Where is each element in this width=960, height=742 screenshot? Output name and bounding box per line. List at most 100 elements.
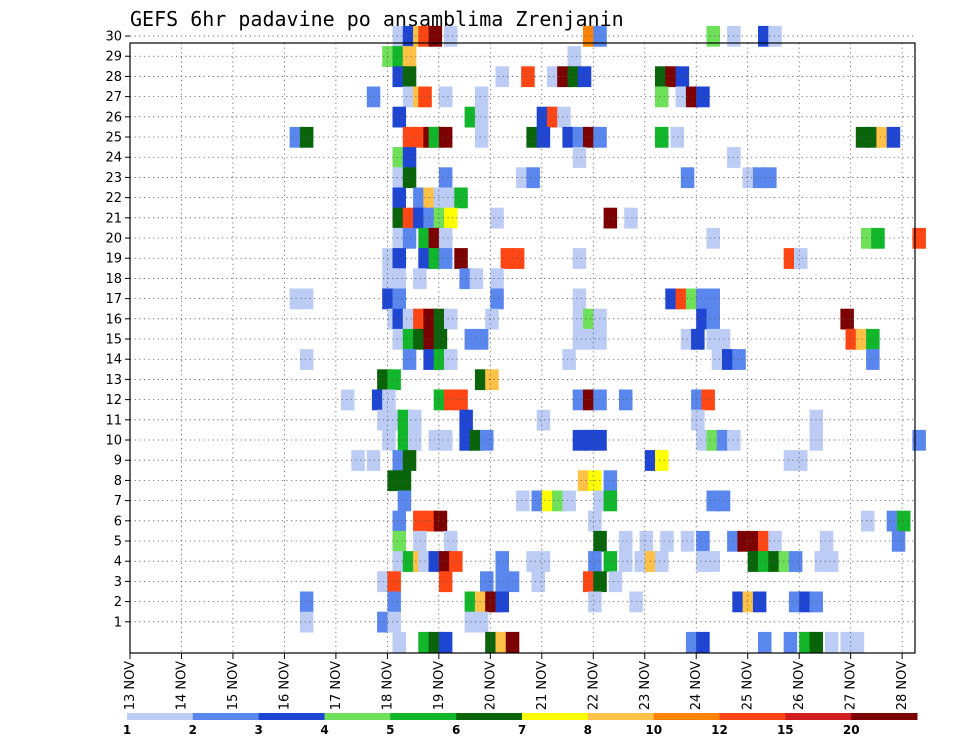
precip-cell [516, 490, 530, 512]
precip-cell [732, 591, 746, 613]
precip-cell [474, 369, 489, 391]
precip-cell [758, 530, 772, 552]
precip-cell [449, 551, 463, 572]
precip-cell [819, 530, 834, 552]
precip-cell [742, 167, 757, 189]
precip-cell [438, 86, 453, 108]
precip-cell [495, 571, 509, 593]
precip-cell [392, 46, 406, 67]
y-tick-label: 28 [105, 70, 122, 85]
colorbar-swatch [324, 713, 391, 720]
precip-cell [495, 631, 509, 653]
colorbar-swatch [127, 713, 194, 720]
y-tick-label: 21 [105, 211, 122, 226]
precip-cell [861, 227, 875, 249]
precip-cell [510, 248, 525, 269]
y-tick-label: 6 [114, 514, 122, 529]
precip-cell [433, 187, 448, 209]
precip-cell [444, 207, 458, 229]
precip-cell [387, 611, 401, 633]
precip-cell [474, 86, 489, 108]
precip-cell [433, 207, 448, 229]
precip-cell [624, 207, 638, 229]
precip-cell [531, 571, 545, 593]
precip-cell [536, 551, 551, 572]
cells-layer [289, 25, 926, 653]
precip-cell [778, 551, 793, 572]
colorbar-label: 15 [777, 723, 794, 737]
x-tick-label: 19 NOV [432, 661, 447, 710]
precip-cell [438, 571, 453, 593]
precip-cell [536, 409, 551, 431]
y-tick-label: 1 [114, 615, 122, 630]
precip-cell [572, 328, 587, 350]
precip-cell [752, 167, 767, 189]
precip-cell [382, 389, 396, 411]
precip-cell [799, 631, 813, 653]
precip-cell [603, 490, 618, 512]
precip-cell [572, 288, 587, 310]
precip-cell [397, 429, 412, 451]
precip-cell [402, 551, 417, 572]
y-tick-label: 10 [105, 434, 122, 449]
precip-cell [495, 551, 509, 572]
precip-cell [397, 409, 412, 431]
y-tick-label: 15 [105, 333, 122, 348]
precip-cell [485, 308, 499, 330]
precip-cell [366, 86, 381, 108]
colorbar-swatch [653, 713, 720, 720]
precip-cell [696, 288, 710, 310]
precip-cell [392, 328, 406, 350]
precip-cell [392, 268, 406, 290]
y-tick-label: 16 [105, 312, 122, 327]
precip-cell [850, 631, 865, 653]
precip-cell [557, 66, 571, 88]
y-tick-label: 4 [114, 555, 122, 570]
precip-cell [392, 450, 406, 471]
precip-cell [691, 409, 705, 431]
y-tick-label: 5 [114, 535, 122, 550]
x-tick-label: 18 NOV [380, 661, 395, 710]
x-tick-label: 23 NOV [638, 661, 653, 710]
precip-cell [408, 409, 422, 431]
precip-cell [840, 308, 854, 330]
y-tick-label: 18 [105, 272, 122, 287]
precip-cell [299, 288, 314, 310]
precip-cell [706, 288, 720, 310]
precip-cell [402, 349, 417, 370]
precip-cell [665, 288, 679, 310]
colorbar-label: 7 [518, 723, 526, 737]
precip-cell [382, 248, 396, 269]
y-tick-label: 14 [105, 353, 122, 368]
precip-cell [454, 389, 468, 411]
precip-cell [438, 551, 453, 572]
precip-cell [655, 551, 669, 572]
precip-cell [727, 25, 741, 47]
precip-cell [438, 429, 453, 451]
precip-cell [814, 551, 829, 572]
precip-cell [341, 389, 355, 411]
precip-cell [526, 167, 540, 189]
precip-cell [562, 126, 576, 148]
precip-cell [392, 551, 406, 572]
precip-cell [428, 551, 443, 572]
precip-cell [572, 126, 587, 148]
precip-cell [727, 429, 741, 451]
precip-cell [619, 530, 633, 552]
grid-layer [130, 35, 915, 653]
y-tick-label: 13 [105, 373, 122, 388]
colorbar-label: 6 [452, 723, 460, 737]
precip-cell [444, 308, 458, 330]
y-tick-label: 25 [105, 131, 122, 146]
precip-cell [824, 551, 839, 572]
x-tick-label: 27 NOV [844, 661, 859, 710]
precip-cell [392, 187, 406, 209]
colorbar-swatch [785, 713, 852, 720]
precip-cell [536, 106, 551, 128]
precip-cell [397, 470, 412, 492]
x-tick-label: 14 NOV [174, 661, 189, 710]
precip-cell [392, 227, 406, 249]
precip-cell [608, 571, 623, 593]
precip-cell [392, 147, 406, 168]
